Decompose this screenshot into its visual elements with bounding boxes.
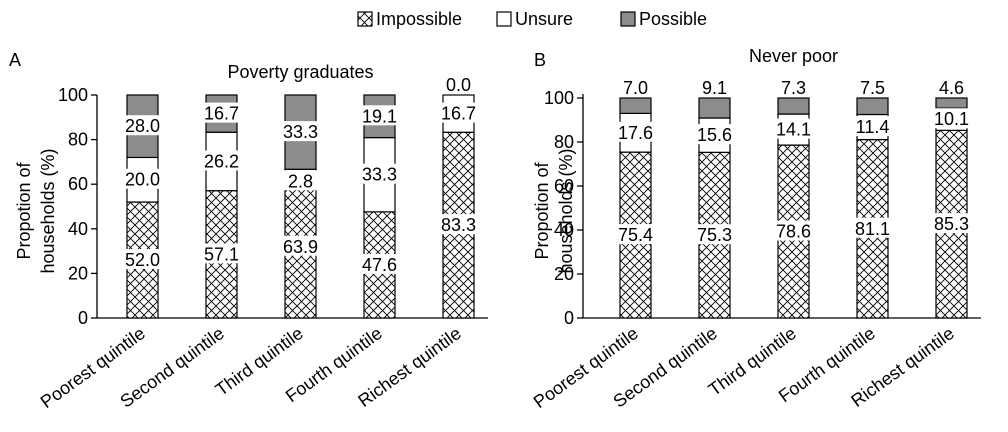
data-label-unsure: 33.3	[362, 165, 397, 185]
data-label-bg	[934, 77, 969, 97]
panel-b: B Never poor Propotion of households (%) 0 20…	[530, 46, 981, 412]
y-axis-label-line-1: Propotion of	[532, 161, 552, 259]
data-label-bg	[613, 121, 658, 142]
legend-swatch-unsure	[496, 11, 512, 27]
y-tick-label: 100	[58, 85, 88, 105]
data-label-impossible: 81.1	[855, 219, 890, 239]
data-label-bg	[199, 150, 244, 171]
data-label-unsure: 2.8	[288, 171, 313, 191]
data-label-unsure: 14.1	[776, 120, 811, 140]
data-label-unsure: 15.6	[697, 125, 732, 145]
data-label-possible: 4.6	[939, 78, 964, 98]
bar-segment-possible	[935, 97, 968, 109]
data-label-bg	[850, 217, 895, 238]
y-axis-label-line-2: households (%)	[38, 148, 58, 273]
data-label-possible: 16.7	[204, 104, 239, 124]
data-label-bg	[357, 163, 402, 184]
y-tick-label: 20	[68, 263, 88, 283]
data-label-bg	[697, 77, 732, 97]
bar-segment-possible	[698, 97, 731, 119]
data-label-possible: 33.3	[283, 122, 318, 142]
y-axis-label-line-2: households (%)	[556, 148, 576, 273]
y-tick-label: 60	[68, 174, 88, 194]
y-tick-label: 80	[68, 130, 88, 150]
chart-title: Poverty graduates	[227, 62, 373, 82]
y-tick-label: 60	[554, 176, 574, 196]
y-tick-label: 80	[554, 132, 574, 152]
data-label-impossible: 78.6	[776, 222, 811, 242]
y-tick-label: 40	[68, 219, 88, 239]
data-label-possible: 0.0	[446, 75, 471, 95]
data-label-bg	[436, 102, 481, 123]
data-label-bg	[692, 124, 737, 145]
bar-segment-possible	[856, 97, 889, 116]
bar-segment-possible	[777, 97, 810, 115]
data-label-bg	[199, 102, 244, 123]
data-label-unsure: 10.1	[934, 109, 969, 129]
y-tick-label: 0	[78, 308, 88, 328]
panel-a: A Poverty graduates Propotion of households…	[9, 50, 488, 412]
data-label-bg	[441, 74, 476, 94]
data-label-impossible: 83.3	[441, 215, 476, 235]
bar-segment-possible	[619, 97, 652, 114]
data-label-impossible: 57.1	[204, 244, 239, 264]
data-label-unsure: 26.2	[204, 151, 239, 171]
panel-letter: A	[9, 50, 21, 70]
legend-label-possible: Possible	[639, 9, 707, 29]
data-label-bg	[283, 170, 318, 191]
data-label-possible: 9.1	[702, 78, 727, 98]
data-label-unsure: 11.4	[856, 117, 890, 137]
data-label-possible: 28.0	[125, 116, 160, 136]
data-label-bg	[278, 121, 323, 142]
data-label-unsure: 20.0	[125, 170, 160, 190]
data-label-bg	[199, 243, 244, 264]
legend-label-unsure: Unsure	[515, 9, 573, 29]
data-label-possible: 7.5	[860, 78, 885, 98]
y-tick-label: 40	[554, 220, 574, 240]
data-label-impossible: 63.9	[283, 237, 318, 257]
data-label-bg	[278, 235, 323, 256]
data-label-unsure: 16.7	[441, 104, 476, 124]
panel-letter: B	[534, 50, 546, 70]
data-label-impossible: 47.6	[362, 255, 397, 275]
y-tick-label: 100	[544, 88, 574, 108]
data-label-impossible: 52.0	[125, 250, 160, 270]
legend-swatch-impossible	[357, 11, 373, 27]
y-axis-label-line-1: Propotion of	[14, 161, 34, 259]
data-label-bg	[929, 213, 974, 234]
data-label-impossible: 85.3	[934, 214, 969, 234]
data-label-bg	[120, 168, 165, 189]
data-label-bg	[850, 116, 895, 137]
data-label-bg	[357, 253, 402, 274]
data-label-bg	[692, 224, 737, 245]
data-label-bg	[613, 224, 658, 245]
data-label-bg	[855, 77, 890, 97]
data-label-unsure: 17.6	[618, 123, 653, 143]
data-label-bg	[929, 108, 974, 129]
data-label-bg	[120, 249, 165, 270]
data-label-possible: 19.1	[362, 106, 397, 126]
legend: Impossible Unsure Possible	[357, 9, 707, 29]
data-label-impossible: 75.4	[618, 225, 653, 245]
data-label-bg	[618, 77, 653, 97]
legend-label-impossible: Impossible	[376, 9, 462, 29]
data-label-possible: 7.0	[623, 78, 648, 98]
y-tick-label: 0	[564, 308, 574, 328]
data-label-bg	[436, 214, 481, 235]
data-label-bg	[771, 118, 816, 139]
data-label-bg	[357, 105, 402, 126]
chart-title: Never poor	[749, 46, 838, 66]
data-label-possible: 7.3	[781, 78, 806, 98]
y-tick-label: 20	[554, 264, 574, 284]
data-label-impossible: 75.3	[697, 225, 732, 245]
data-label-bg	[776, 77, 811, 97]
legend-swatch-possible	[620, 11, 636, 27]
data-label-bg	[771, 220, 816, 241]
data-label-bg	[120, 115, 165, 136]
